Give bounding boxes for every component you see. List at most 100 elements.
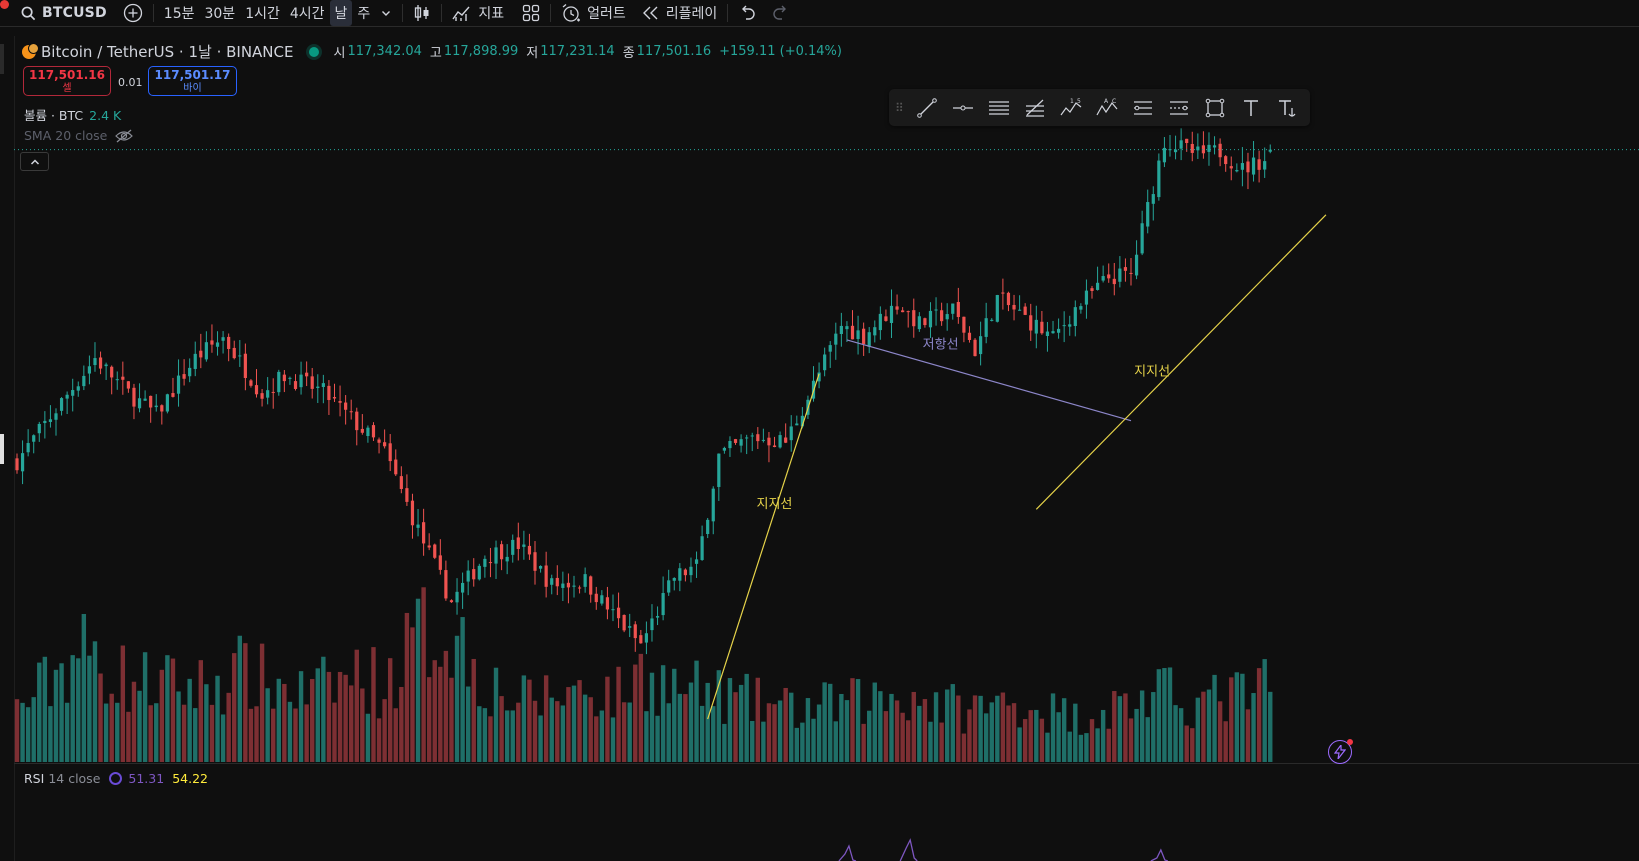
interval-dropdown[interactable] — [375, 0, 397, 26]
parallel-channel-tool[interactable] — [981, 93, 1017, 123]
volume-bar — [20, 702, 25, 762]
resistance-trendline[interactable] — [846, 339, 1132, 422]
interval-30m[interactable]: 30분 — [204, 6, 236, 22]
trend-lines[interactable] — [707, 214, 1327, 720]
volume-legend[interactable]: 볼륨 · BTC 2.4 K — [24, 105, 121, 124]
volume-bar — [170, 658, 176, 762]
text-tool[interactable] — [1233, 93, 1269, 123]
lightning-icon[interactable] — [1328, 739, 1353, 764]
volume-bar — [839, 693, 844, 762]
rsi-legend[interactable]: RSI 14 close 51.31 54.22 — [24, 771, 208, 786]
rectangle-tool[interactable] — [1197, 93, 1233, 123]
volume-bar — [14, 699, 20, 762]
support-label-1[interactable]: 지지선 — [757, 497, 793, 512]
horizontal-ray-tool[interactable] — [945, 93, 981, 123]
candle-body — [260, 393, 264, 399]
interval-4h[interactable]: 4시간 — [289, 6, 325, 22]
support-trendline-2[interactable] — [1035, 214, 1327, 510]
candle-body — [165, 394, 169, 412]
alert-button[interactable]: 얼러트 — [556, 0, 631, 26]
undo-button[interactable] — [733, 0, 761, 26]
candle-body — [750, 435, 754, 437]
notification-badge[interactable] — [0, 0, 9, 9]
volume-bar — [1167, 667, 1173, 762]
candle-body — [277, 371, 281, 393]
interval-1h[interactable]: 1시간 — [245, 6, 280, 22]
volume-bar — [677, 693, 683, 762]
candle-body — [20, 453, 25, 472]
sma-legend[interactable]: SMA 20 close — [24, 128, 134, 143]
replay-button[interactable]: 리플레이 — [637, 0, 723, 26]
volume-bar — [850, 678, 855, 762]
active-panel-handle[interactable] — [0, 434, 4, 464]
candle-body — [321, 383, 325, 388]
candle-body — [1246, 161, 1250, 173]
symbol-title[interactable]: Bitcoin / TetherUS · 1날 · BINANCE — [41, 43, 294, 61]
interval-1w[interactable]: 주 — [357, 6, 371, 22]
volume-bar — [415, 598, 421, 762]
volume-bar — [772, 704, 777, 762]
candle-body — [995, 295, 999, 322]
long-position-tool[interactable] — [1125, 93, 1161, 123]
buy-button[interactable]: 117,501.17 바이 — [148, 66, 237, 96]
volume-bar — [454, 635, 460, 762]
short-position-tool[interactable] — [1161, 93, 1197, 123]
candle-body — [544, 565, 548, 587]
candle-body — [550, 578, 554, 585]
collapse-legend-button[interactable] — [20, 152, 49, 171]
layouts-button[interactable] — [517, 0, 545, 26]
interval-1d[interactable]: 날 — [329, 0, 353, 26]
volume-bar — [232, 653, 237, 762]
symbol-search-button[interactable]: BTCUSD — [16, 0, 112, 26]
indicators-button[interactable]: 지표 — [447, 0, 509, 26]
anchored-text-tool[interactable] — [1269, 93, 1305, 123]
sell-button[interactable]: 117,501.16 셀 — [23, 66, 111, 96]
volume-bar — [471, 658, 476, 762]
market-status-icon[interactable] — [309, 46, 320, 57]
volume-bar — [243, 643, 248, 762]
volume-bar — [410, 627, 415, 762]
volume-bar — [154, 703, 159, 762]
volume-bar — [1039, 718, 1045, 762]
drag-handle-icon[interactable]: ⠿ — [895, 100, 904, 115]
volume-bar — [750, 720, 755, 762]
support-trendline-1[interactable] — [707, 373, 820, 720]
candle-body — [901, 310, 905, 313]
chart-type-button[interactable] — [408, 0, 436, 26]
volume-bar — [995, 695, 1000, 762]
candle-body — [1201, 145, 1206, 154]
volume-bar — [683, 694, 688, 762]
candle-body — [154, 405, 158, 408]
redo-button[interactable] — [767, 0, 795, 26]
eye-hidden-icon[interactable] — [115, 129, 134, 143]
candle-body — [1179, 140, 1183, 149]
candle-body — [360, 428, 364, 433]
rsi-pane-separator[interactable] — [14, 763, 1639, 764]
candle-body — [1185, 138, 1189, 144]
alarm-clock-icon — [562, 4, 581, 22]
volume-bar — [421, 587, 426, 762]
volume-bar — [605, 676, 610, 762]
resistance-label[interactable]: 저항선 — [923, 338, 959, 353]
candle-body — [856, 330, 860, 339]
candle-body — [132, 387, 136, 407]
volume-bar — [282, 683, 287, 762]
candle-body — [210, 340, 214, 345]
compare-symbol-button[interactable] — [118, 0, 148, 26]
candle-body — [700, 536, 704, 560]
btc-coin-icon — [22, 42, 39, 59]
candle-body — [1023, 306, 1027, 315]
interval-15m[interactable]: 15분 — [163, 6, 195, 22]
volume-bar — [894, 700, 900, 762]
fib-retracement-tool[interactable] — [1017, 93, 1053, 123]
trend-line-tool[interactable] — [909, 93, 945, 123]
volume-bar — [115, 702, 120, 762]
support-label-2[interactable]: 지지선 — [1134, 365, 1170, 380]
volume-bar — [906, 720, 911, 762]
volume-bar — [1184, 725, 1189, 762]
candle-body — [561, 583, 565, 588]
